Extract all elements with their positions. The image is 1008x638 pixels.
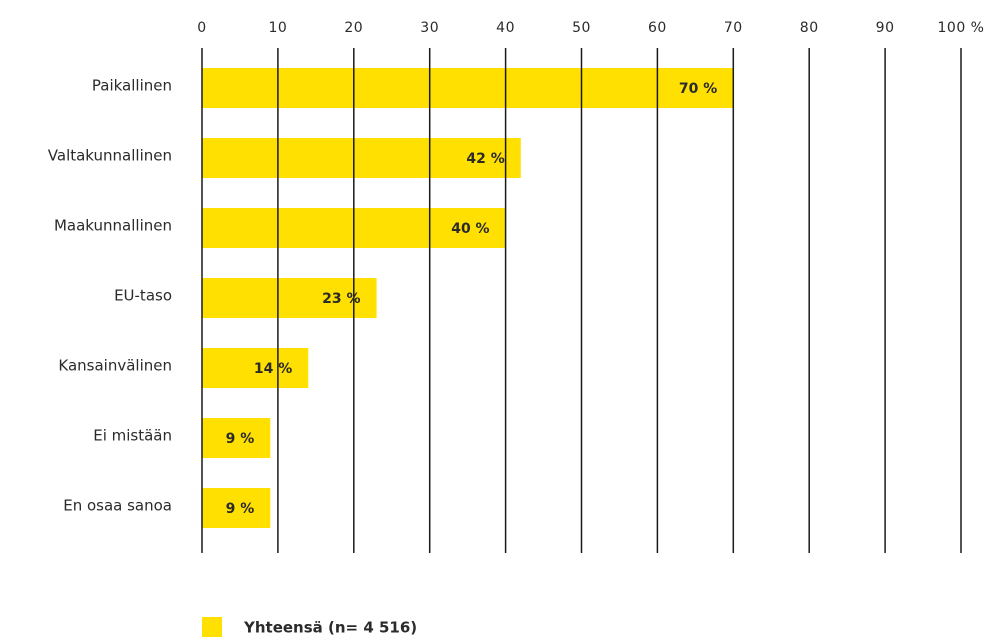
bars <box>202 68 734 528</box>
x-tick-label-0: 0 <box>197 20 206 36</box>
data-label-1: 42 % <box>466 151 504 167</box>
x-tick-label-10: 100 % <box>938 20 985 36</box>
bar-3 <box>202 278 377 318</box>
category-labels: Paikallinen Valtakunnallinen Maakunnalline… <box>48 77 172 515</box>
bar-1 <box>202 138 521 178</box>
category-label-4: Kansainvälinen <box>58 357 172 375</box>
x-tick-label-6: 60 <box>648 20 667 36</box>
category-label-1: Valtakunnallinen <box>48 147 172 165</box>
bar-4 <box>202 348 309 388</box>
category-label-6: En osaa sanoa <box>63 497 172 515</box>
data-label-3: 23 % <box>322 291 360 307</box>
data-labels: 70 % 42 % 40 % 23 % 14 % 9 % 9 % <box>226 81 718 517</box>
data-label-4: 14 % <box>254 361 292 377</box>
data-label-0: 70 % <box>679 81 717 97</box>
x-tick-label-4: 40 <box>496 20 515 36</box>
legend-label: Yhteensä (n= 4 516) <box>243 619 417 637</box>
category-label-2: Maakunnallinen <box>54 217 172 235</box>
x-tick-label-7: 70 <box>724 20 743 36</box>
data-label-6: 9 % <box>226 501 255 517</box>
data-label-2: 40 % <box>451 221 489 237</box>
category-label-0: Paikallinen <box>92 77 172 95</box>
category-label-5: Ei mistään <box>93 427 172 445</box>
gridlines <box>201 48 962 553</box>
x-tick-label-3: 30 <box>420 20 439 36</box>
bar-5 <box>202 418 271 458</box>
bar-6 <box>202 488 271 528</box>
bar-0 <box>202 68 734 108</box>
x-tick-label-8: 80 <box>800 20 819 36</box>
data-label-5: 9 % <box>226 431 255 447</box>
category-label-3: EU-taso <box>114 287 172 305</box>
x-tick-label-2: 20 <box>344 20 363 36</box>
x-axis-tick-labels: 0 10 20 30 40 50 60 70 80 90 100 % <box>197 20 984 36</box>
x-tick-label-1: 10 <box>268 20 287 36</box>
legend: Yhteensä (n= 4 516) <box>202 617 417 637</box>
x-tick-label-9: 90 <box>876 20 895 36</box>
legend-swatch <box>202 617 222 637</box>
x-tick-label-5: 50 <box>572 20 591 36</box>
